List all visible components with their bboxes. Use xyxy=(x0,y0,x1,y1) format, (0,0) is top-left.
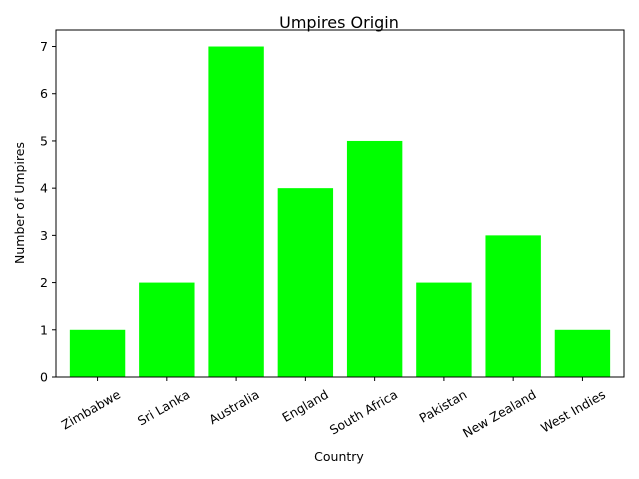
x-tick-label: West Indies xyxy=(538,387,608,436)
y-axis: 0 1 2 3 4 5 6 7 xyxy=(40,39,56,385)
x-tick-label: England xyxy=(279,387,330,425)
y-tick-label: 5 xyxy=(40,133,48,148)
bar-sri-lanka xyxy=(139,282,195,377)
y-tick-label: 1 xyxy=(40,322,48,337)
x-tick-label: Sri Lanka xyxy=(135,387,193,429)
bar-zimbabwe xyxy=(69,329,126,377)
x-tick-label: New Zealand xyxy=(460,387,539,441)
bar-new-zealand xyxy=(485,235,541,377)
y-tick-label: 4 xyxy=(40,181,48,196)
y-tick-label: 6 xyxy=(40,86,48,101)
x-tick-label: South Africa xyxy=(327,387,400,438)
x-axis-label: Country xyxy=(314,449,364,464)
bars-group xyxy=(69,46,611,378)
bar-west-indies xyxy=(554,329,611,377)
bar-australia xyxy=(208,46,264,378)
bar-south-africa xyxy=(346,140,403,377)
x-tick-label: Australia xyxy=(206,387,261,428)
x-tick-label: Zimbabwe xyxy=(59,386,124,432)
bar-pakistan xyxy=(416,282,472,377)
y-tick-label: 0 xyxy=(40,370,48,385)
bar-england xyxy=(277,188,334,377)
y-tick-label: 2 xyxy=(40,275,48,290)
y-axis-label: Number of Umpires xyxy=(12,142,27,264)
plot-frame xyxy=(55,29,625,378)
y-tick-label: 7 xyxy=(40,39,48,54)
y-tick-label: 3 xyxy=(40,228,48,243)
chart-title: Umpires Origin xyxy=(279,13,399,32)
x-tick-label: Pakistan xyxy=(417,387,470,426)
